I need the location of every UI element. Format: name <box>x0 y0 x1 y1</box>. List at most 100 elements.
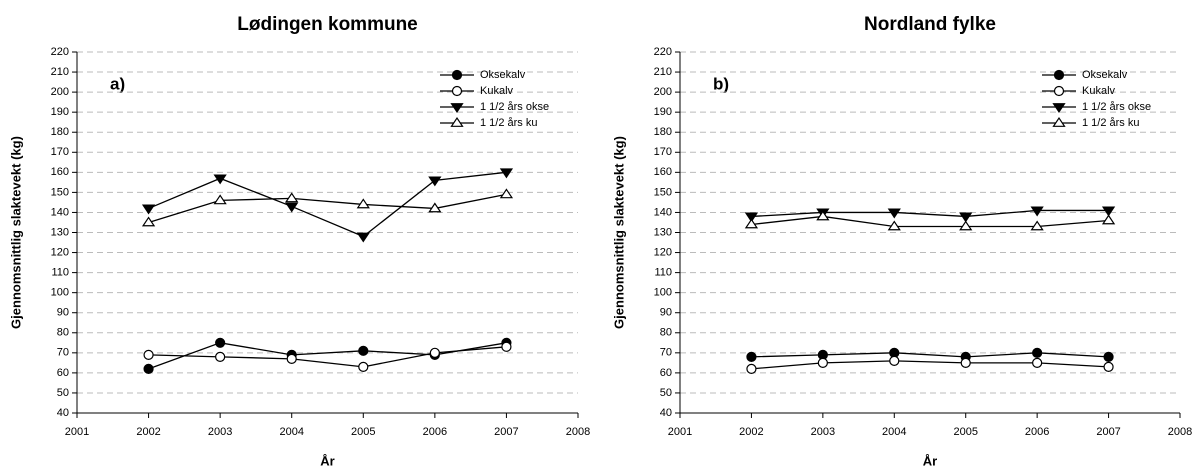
legend-label: Oksekalv <box>1082 69 1128 81</box>
marker <box>141 204 156 215</box>
y-tick-label: 120 <box>654 246 672 258</box>
marker <box>1103 351 1114 362</box>
series-line <box>751 215 1109 228</box>
legend-label: 1 1/2 års ku <box>1082 117 1139 129</box>
x-tick-label: 2008 <box>1168 426 1192 438</box>
y-axis-label: Gjennomsnittlig slaktevekt (kg) <box>611 136 626 329</box>
marker <box>1052 116 1066 127</box>
y-tick-label: 60 <box>660 367 672 379</box>
y-tick-label: 210 <box>654 66 672 78</box>
x-tick-label: 2001 <box>65 426 89 438</box>
y-tick-label: 210 <box>51 66 69 78</box>
marker <box>1101 214 1116 225</box>
y-tick-label: 140 <box>51 206 69 218</box>
y-tick-label: 130 <box>654 226 672 238</box>
legend-label: Kukalv <box>480 85 514 97</box>
y-tick-label: 120 <box>51 246 69 258</box>
x-tick-label: 2008 <box>566 426 590 438</box>
x-tick-label: 2007 <box>494 426 518 438</box>
marker <box>286 353 297 364</box>
x-tick-label: 2005 <box>351 426 375 438</box>
marker <box>744 212 759 223</box>
marker <box>358 361 369 372</box>
marker <box>1101 206 1116 217</box>
y-tick-label: 50 <box>660 387 672 399</box>
marker <box>959 220 973 231</box>
y-tick-label: 160 <box>654 166 672 178</box>
y-tick-label: 90 <box>660 307 672 319</box>
marker <box>1103 361 1114 372</box>
marker <box>816 210 830 221</box>
marker <box>356 232 370 243</box>
marker <box>889 355 900 366</box>
y-tick-label: 70 <box>660 347 672 359</box>
y-tick-label: 190 <box>654 106 672 118</box>
x-tick-label: 2007 <box>1096 426 1120 438</box>
y-axis-label: Gjennomsnittlig slaktevekt (kg) <box>8 136 23 329</box>
marker <box>746 363 757 374</box>
y-tick-label: 70 <box>57 347 69 359</box>
y-tick-label: 40 <box>57 407 69 419</box>
marker <box>429 347 440 358</box>
y-tick-label: 170 <box>654 146 672 158</box>
y-tick-label: 160 <box>51 166 69 178</box>
y-tick-label: 90 <box>57 307 69 319</box>
legend-label: 1 1/2 års ku <box>480 117 537 129</box>
y-tick-label: 180 <box>51 126 69 138</box>
y-tick-label: 40 <box>660 407 672 419</box>
series-line <box>751 209 1109 218</box>
marker <box>1053 69 1065 81</box>
marker <box>451 85 463 97</box>
y-tick-label: 220 <box>654 46 672 58</box>
marker <box>285 192 299 203</box>
y-tick-label: 150 <box>51 186 69 198</box>
legend-label: Kukalv <box>1082 85 1116 97</box>
y-tick-label: 80 <box>660 327 672 339</box>
y-tick-label: 110 <box>51 267 69 279</box>
marker <box>285 202 299 213</box>
y-tick-label: 200 <box>51 86 69 98</box>
x-axis-label: År <box>320 453 334 468</box>
y-tick-label: 50 <box>57 387 69 399</box>
marker <box>1030 206 1044 217</box>
marker <box>356 198 370 209</box>
marker <box>959 212 973 223</box>
marker <box>213 174 227 185</box>
x-tick-label: 2003 <box>811 426 835 438</box>
legend-label: 1 1/2 års okse <box>1082 101 1151 113</box>
marker <box>143 349 154 360</box>
x-tick-label: 2006 <box>423 426 447 438</box>
panel-label: b) <box>713 74 729 93</box>
panel-label: a) <box>110 74 125 93</box>
marker <box>451 69 463 81</box>
x-tick-label: 2004 <box>882 426 906 438</box>
marker <box>358 345 369 356</box>
marker <box>428 176 442 187</box>
marker <box>215 337 226 348</box>
series-line <box>751 360 1109 370</box>
y-tick-label: 100 <box>51 287 69 299</box>
y-tick-label: 170 <box>51 146 69 158</box>
marker <box>141 216 156 227</box>
legend-label: Oksekalv <box>480 69 526 81</box>
marker <box>1052 103 1066 114</box>
marker <box>746 351 757 362</box>
y-tick-label: 220 <box>51 46 69 58</box>
marker <box>450 116 464 127</box>
marker <box>499 168 514 179</box>
marker <box>215 351 226 362</box>
series-line <box>148 171 507 238</box>
x-tick-label: 2003 <box>208 426 232 438</box>
marker <box>1053 85 1065 97</box>
marker <box>1030 220 1044 231</box>
chart-title: Nordland fylke <box>864 14 996 35</box>
series-line <box>148 193 507 224</box>
x-tick-label: 2005 <box>953 426 977 438</box>
x-tick-label: 2002 <box>136 426 160 438</box>
marker <box>1032 347 1043 358</box>
legend-label: 1 1/2 års okse <box>480 101 549 113</box>
marker <box>428 202 442 213</box>
y-tick-label: 190 <box>51 106 69 118</box>
x-tick-label: 2006 <box>1025 426 1049 438</box>
